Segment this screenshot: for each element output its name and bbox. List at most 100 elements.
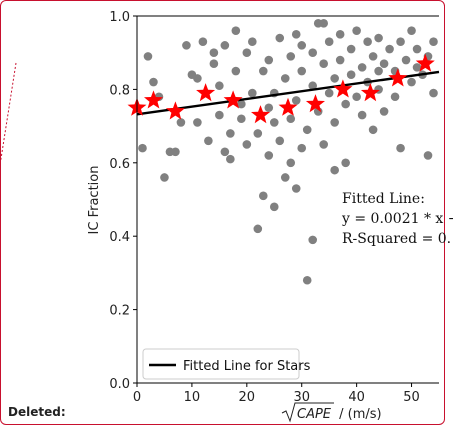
star-marker <box>333 79 353 98</box>
deleted-label: Deleted: <box>8 405 66 419</box>
annotation-line-3: R-Squared = 0. <box>342 231 451 247</box>
scatter-point <box>264 151 274 160</box>
scatter-point <box>286 158 296 168</box>
scatter-point <box>264 55 274 65</box>
scatter-point <box>253 224 263 234</box>
scatter-point <box>291 184 301 193</box>
scatter-point <box>253 129 263 138</box>
scatter-point <box>335 30 345 39</box>
scatter-point <box>258 66 268 76</box>
scatter-point <box>341 158 350 168</box>
scatter-point <box>401 55 411 65</box>
scatter-point <box>280 173 290 182</box>
scatter-point <box>182 41 191 50</box>
scatter-point <box>209 48 219 57</box>
x-tick-label: 40 <box>348 390 365 405</box>
star-marker <box>251 105 271 124</box>
axes <box>133 15 439 387</box>
scatter-point <box>220 41 230 50</box>
scatter-point <box>374 33 383 43</box>
scatter-point <box>193 74 202 83</box>
scatter-point <box>176 118 186 127</box>
scatter-point <box>275 136 285 146</box>
scatter-point <box>324 37 334 46</box>
x-tick-label: 30 <box>293 390 310 405</box>
scatter-point <box>357 110 367 120</box>
star-marker <box>415 53 435 72</box>
scatter-point <box>231 26 241 35</box>
scatter-points <box>138 19 438 285</box>
scatter-point <box>385 44 394 54</box>
scatter-point <box>237 114 246 124</box>
y-tick-label: 0.8 <box>109 83 130 98</box>
star-marker <box>305 94 325 113</box>
scatter-point <box>352 92 361 102</box>
scatter-point <box>138 143 147 153</box>
scatter-point <box>226 154 235 164</box>
scatter-point <box>330 118 339 127</box>
scatter-point <box>286 114 296 124</box>
scatter-point <box>231 66 241 76</box>
scatter-point <box>390 92 400 102</box>
star-marker <box>360 83 380 102</box>
annotation-line-1: Fitted Line: <box>342 191 425 207</box>
scatter-point <box>346 70 356 80</box>
scatter-point <box>396 143 405 153</box>
scatter-point <box>363 37 372 46</box>
scatter-point <box>269 118 279 127</box>
scatter-point <box>275 33 285 43</box>
scatter-point <box>237 99 246 109</box>
scatter-point <box>319 140 328 149</box>
scatter-point <box>302 275 312 285</box>
annotation-line-2: y = 0.0021 * x + <box>341 211 453 227</box>
star-markers <box>127 53 435 124</box>
scatter-point <box>341 99 350 109</box>
scatter-point <box>335 55 345 65</box>
scatter-point <box>242 140 252 149</box>
scatter-point <box>269 202 279 212</box>
scatter-point <box>308 81 318 91</box>
scatter-point <box>248 88 257 98</box>
star-marker <box>165 101 185 120</box>
y-tick-label: 0.6 <box>109 157 130 172</box>
x-tick-label: 0 <box>133 390 141 405</box>
fit-annotation: Fitted Line: y = 0.0021 * x + R-Squared … <box>339 186 453 254</box>
scatter-point <box>258 191 268 201</box>
x-axis-label: CAPE / (m/s) <box>281 402 382 423</box>
scatter-point <box>149 77 158 87</box>
x-axis-label-units: / (m/s) <box>335 407 382 422</box>
x-tick-label: 10 <box>184 390 201 405</box>
scatter-point <box>379 59 389 69</box>
scatter-point <box>226 129 235 138</box>
y-tick-label: 1.0 <box>109 10 130 25</box>
scatter-point <box>412 44 422 54</box>
legend: Fitted Line for Stars <box>142 348 311 380</box>
star-marker <box>223 90 243 109</box>
y-tick-label: 0.0 <box>109 377 130 392</box>
scatter-point <box>215 81 224 91</box>
scatter-point <box>423 151 433 160</box>
scatter-point <box>193 118 202 127</box>
scatter-point <box>319 59 328 69</box>
scatter-point <box>297 41 307 50</box>
scatter-point <box>429 37 438 46</box>
scatter-point <box>407 26 416 35</box>
x-axis-label-cape: CAPE <box>297 407 332 422</box>
scatter-point <box>407 77 416 87</box>
scatter-point <box>286 52 296 61</box>
scatter-point <box>368 125 378 135</box>
scatter-point <box>280 74 290 83</box>
scatter-point <box>297 143 307 153</box>
star-marker <box>388 68 408 87</box>
scatter-point <box>198 37 208 46</box>
scatter-point <box>330 165 339 175</box>
scatter-point <box>330 74 339 83</box>
scatter-point <box>291 30 301 39</box>
scatter-point <box>319 19 328 28</box>
scatter-point <box>215 110 224 120</box>
scatter-point <box>204 136 213 146</box>
scatter-point <box>291 96 301 105</box>
star-marker <box>196 83 216 102</box>
y-tick-label: 0.4 <box>109 230 130 245</box>
